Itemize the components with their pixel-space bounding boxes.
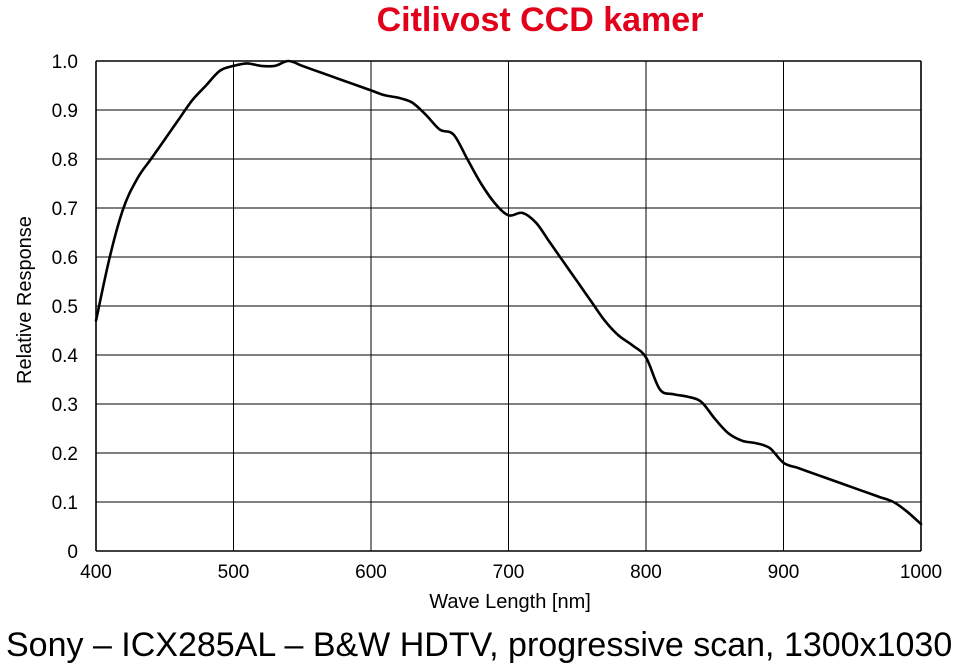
slide-title: Citlivost CCD kamer bbox=[376, 1, 704, 39]
y-tick-label: 0.5 bbox=[52, 297, 78, 318]
y-tick-label: 0.2 bbox=[52, 444, 78, 465]
x-tick-label: 900 bbox=[768, 562, 800, 583]
y-tick-label: 0.9 bbox=[52, 101, 78, 122]
y-tick-label: 0.8 bbox=[52, 150, 78, 171]
x-tick-label: 1000 bbox=[900, 562, 942, 583]
camera-caption: Sony – ICX285AL – B&W HDTV, progressive … bbox=[6, 626, 953, 664]
response-curve bbox=[94, 59, 923, 526]
x-tick-label: 600 bbox=[355, 562, 387, 583]
x-tick-label: 400 bbox=[80, 562, 112, 583]
x-tick-label: 700 bbox=[493, 562, 525, 583]
grid-lines bbox=[95, 60, 922, 552]
y-tick-label: 0.1 bbox=[52, 493, 78, 514]
x-tick-label: 800 bbox=[630, 562, 662, 583]
y-tick-label: 1.0 bbox=[52, 52, 78, 73]
y-tick-label: 0.4 bbox=[52, 346, 79, 367]
spectral-response-chart: 400 500 600 700 800 900 1000 0 0.1 0.2 0.3 0.4 0.5 0.… bbox=[14, 52, 943, 613]
tick-labels: 400 500 600 700 800 900 1000 0 0.1 0.2 0.3 0.4 0.5 0.… bbox=[52, 52, 943, 583]
y-tick-label: 0 bbox=[67, 542, 78, 563]
x-axis-title: Wave Length [nm] bbox=[429, 591, 591, 613]
y-axis-title: Relative Response bbox=[14, 216, 36, 384]
x-tick-label: 500 bbox=[218, 562, 250, 583]
y-tick-label: 0.6 bbox=[52, 248, 78, 269]
y-tick-label: 0.7 bbox=[52, 199, 78, 220]
y-tick-label: 0.3 bbox=[52, 395, 78, 416]
